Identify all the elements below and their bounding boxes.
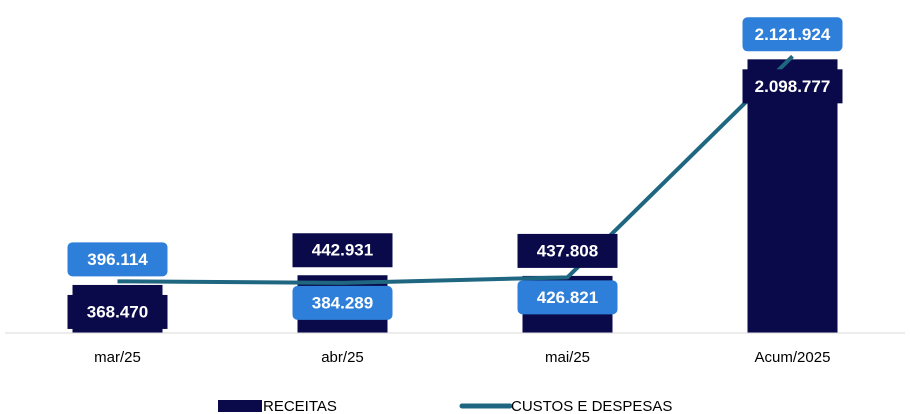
line-label: 396.114 [67, 242, 168, 277]
bar-label-text: 2.098.777 [755, 77, 831, 96]
bar-label-box [742, 69, 843, 104]
bar-label-text: 442.931 [312, 241, 373, 260]
bar [747, 59, 838, 333]
bar-label: 442.931 [292, 233, 393, 268]
line-label-box [67, 242, 168, 277]
bar-label: 2.098.777 [742, 69, 843, 104]
line-label-text: 2.121.924 [755, 25, 831, 44]
legend-label: RECEITAS [263, 398, 337, 414]
bar-label-box [292, 233, 393, 268]
bar-label-text: 437.808 [537, 241, 598, 260]
line-label-text: 384.289 [312, 293, 373, 312]
bar-label: 437.808 [517, 233, 618, 268]
legend-swatch [218, 400, 262, 412]
line-label-box [742, 17, 843, 52]
bar-label-text: 368.470 [87, 302, 148, 321]
bar-label-box [517, 233, 618, 268]
line-label-box [292, 285, 393, 320]
line-label-box [517, 280, 618, 315]
line-label: 384.289 [292, 285, 393, 320]
line-label: 2.121.924 [742, 17, 843, 52]
x-tick-label: abr/25 [321, 349, 364, 366]
x-tick-label: Acum/2025 [755, 349, 831, 366]
x-tick-label: mai/25 [545, 349, 590, 366]
x-tick-label: mar/25 [94, 349, 141, 366]
line-label-text: 396.114 [87, 250, 148, 269]
line-label-text: 426.821 [537, 288, 598, 307]
line-label: 426.821 [517, 280, 618, 315]
bar-label: 368.470 [67, 294, 168, 329]
bar-label-box [67, 294, 168, 329]
legend-label: CUSTOS E DESPESAS [511, 398, 672, 414]
line-series [117, 54, 794, 285]
